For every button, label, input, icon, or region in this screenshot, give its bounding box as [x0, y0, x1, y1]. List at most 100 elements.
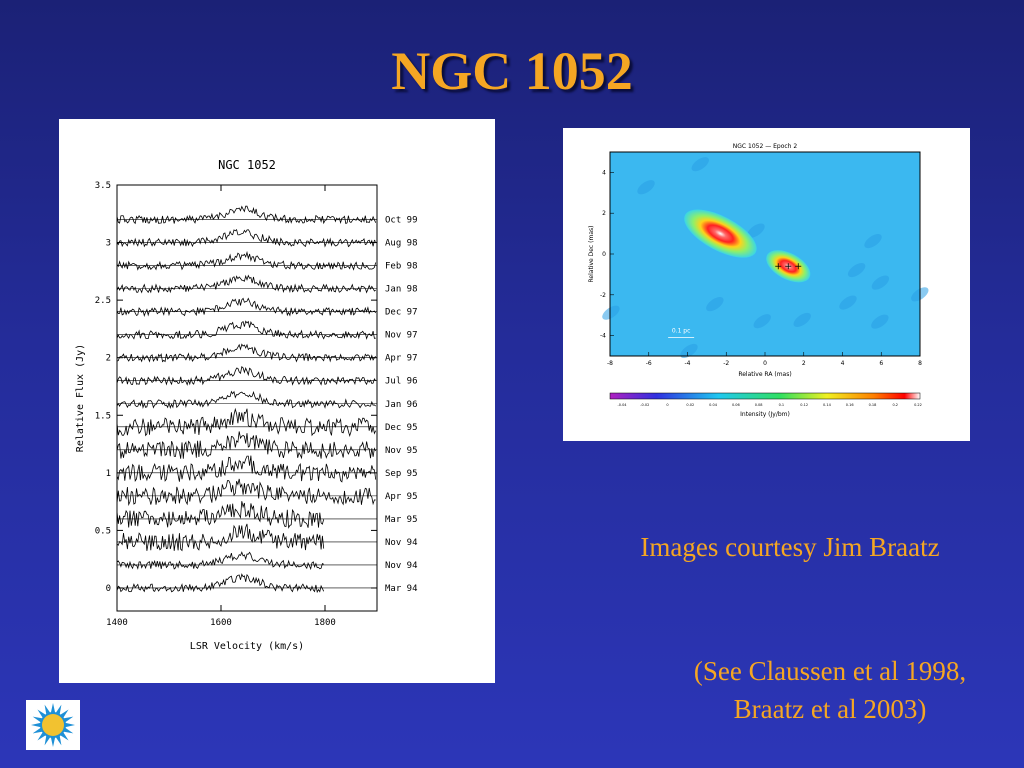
y-tick-label: -2: [600, 292, 606, 299]
colorbar-tick-label: -0.02: [640, 403, 649, 407]
x-axis-label: LSR Velocity (km/s): [190, 641, 304, 652]
x-tick-label: -8: [607, 360, 613, 367]
noise-stripe: [637, 180, 655, 195]
y-tick-label: 0: [106, 584, 111, 594]
x-tick-label: -2: [723, 360, 729, 367]
series-label: Aug 98: [385, 239, 418, 249]
x-tick-label: 6: [879, 360, 883, 367]
series-label: Nov 95: [385, 446, 418, 456]
noise-stripe: [847, 263, 866, 278]
y-tick-label: 2: [106, 354, 111, 364]
colorbar-tick-label: 0: [666, 403, 668, 407]
spectrum-line: [116, 343, 377, 363]
sun-ray: [44, 704, 51, 715]
colorbar-tick-label: 0.1: [779, 403, 785, 407]
sun-ray: [63, 716, 74, 723]
sun-ray: [55, 704, 62, 715]
colorbar: [609, 392, 921, 400]
spectrum-line: [116, 205, 377, 225]
sun-ray: [63, 727, 74, 734]
x-tick-label: 2: [802, 360, 806, 367]
series-label: Mar 94: [385, 584, 418, 594]
series-label: Apr 97: [385, 354, 418, 364]
y-tick-label: 0.5: [95, 526, 111, 536]
noise-stripe: [839, 295, 857, 310]
spectrum-line: [116, 501, 325, 529]
series-label: Dec 95: [385, 423, 418, 433]
colorbar-label: Intensity (Jy/bm): [740, 411, 790, 418]
colorbar-tick-label: 0.08: [755, 403, 763, 407]
spectrum-line: [116, 407, 377, 438]
colorbar-tick-label: 0.06: [732, 403, 740, 407]
x-tick-label: 1600: [210, 618, 232, 628]
y-tick-label: 0: [602, 251, 606, 258]
references: (See Claussen et al 1998, Braatz et al 2…: [620, 652, 1024, 728]
colorbar-tick-label: 0.2: [892, 403, 898, 407]
sun-ray: [32, 716, 43, 723]
series-label: Jan 98: [385, 285, 418, 295]
noise-stripe: [753, 314, 771, 329]
vlbi-map-plot: NGC 1052 — Epoch 2 -8 -6 -4 -2 0 2 4 6 8 4 2 0 -2 -4 Re…: [588, 143, 929, 418]
y-tick-label: 4: [602, 169, 606, 176]
sun-ray: [32, 727, 43, 734]
x-tick-label: -6: [646, 360, 652, 367]
spectrum-line: [116, 523, 325, 552]
noise-stripe: [602, 305, 620, 320]
series-label: Feb 98: [385, 262, 418, 272]
sun-ray: [50, 703, 56, 713]
spectrum-line: [116, 250, 377, 271]
plot-frame: [116, 184, 378, 612]
map-title: NGC 1052 — Epoch 2: [733, 143, 798, 150]
spectrum-line: [116, 366, 377, 386]
x-tick-label: 1400: [106, 618, 128, 628]
spectrum-line: [116, 573, 325, 594]
scale-bar-label: 0.1 pc: [672, 328, 691, 335]
references-line-2: Braatz et al 2003): [733, 694, 927, 724]
sun-logo-icon: [26, 700, 80, 750]
sun-ray: [44, 735, 51, 746]
y-tick-label: 2: [602, 210, 606, 217]
series-label: Jul 96: [385, 377, 418, 387]
y-tick-label: 1.5: [95, 411, 111, 421]
colorbar-tick-label: 0.22: [914, 403, 922, 407]
x-tick-label: 0: [763, 360, 767, 367]
sun-ray: [55, 735, 62, 746]
spectrum-line: [116, 320, 376, 340]
image-credit: Images courtesy Jim Braatz: [640, 532, 940, 562]
references-line-1: (See Claussen et al 1998,: [693, 656, 967, 686]
y-tick-label: 1: [106, 469, 111, 479]
series-label: Apr 95: [385, 492, 418, 502]
y-tick-label: 2.5: [95, 296, 111, 306]
spectrum-line: [116, 551, 324, 571]
spectrum-line: [116, 297, 377, 317]
series-label: Dec 97: [385, 308, 418, 318]
spectrum-line: [116, 478, 376, 507]
colorbar-tick-label: 0.02: [686, 403, 694, 407]
spectrum-line: [116, 431, 377, 460]
series-label: Mar 95: [385, 515, 418, 525]
colorbar-tick-label: 0.04: [709, 403, 718, 407]
series-label: Jan 96: [385, 400, 418, 410]
series-label: Nov 97: [385, 331, 418, 341]
noise-stripe: [871, 314, 889, 329]
emission-source: [684, 209, 757, 258]
series-label: Sep 95: [385, 469, 418, 479]
colorbar-tick-label: 0.14: [823, 403, 832, 407]
x-axis-label: Relative RA (mas): [738, 371, 791, 378]
x-tick-label: 4: [841, 360, 845, 367]
y-tick-label: 3.5: [95, 181, 111, 191]
series-label: Nov 94: [385, 561, 418, 571]
colorbar-tick-label: -0.04: [617, 403, 627, 407]
y-axis-label: Relative Dec (mas): [588, 226, 595, 283]
spectrum-line: [116, 455, 377, 483]
spectra-figure: NGC 1052 LSR Velocity (km/s) Relative Flux…: [59, 119, 495, 683]
spectrum-line: [116, 390, 376, 410]
spectrum-line: [116, 274, 376, 294]
noise-stripe: [871, 275, 890, 290]
noise-stripe: [680, 343, 698, 359]
noise-stripe: [864, 234, 882, 249]
sun-ray: [50, 737, 56, 747]
x-tick-label: -4: [685, 360, 691, 367]
series-label: Oct 99: [385, 216, 418, 226]
sun-ray: [31, 722, 41, 728]
